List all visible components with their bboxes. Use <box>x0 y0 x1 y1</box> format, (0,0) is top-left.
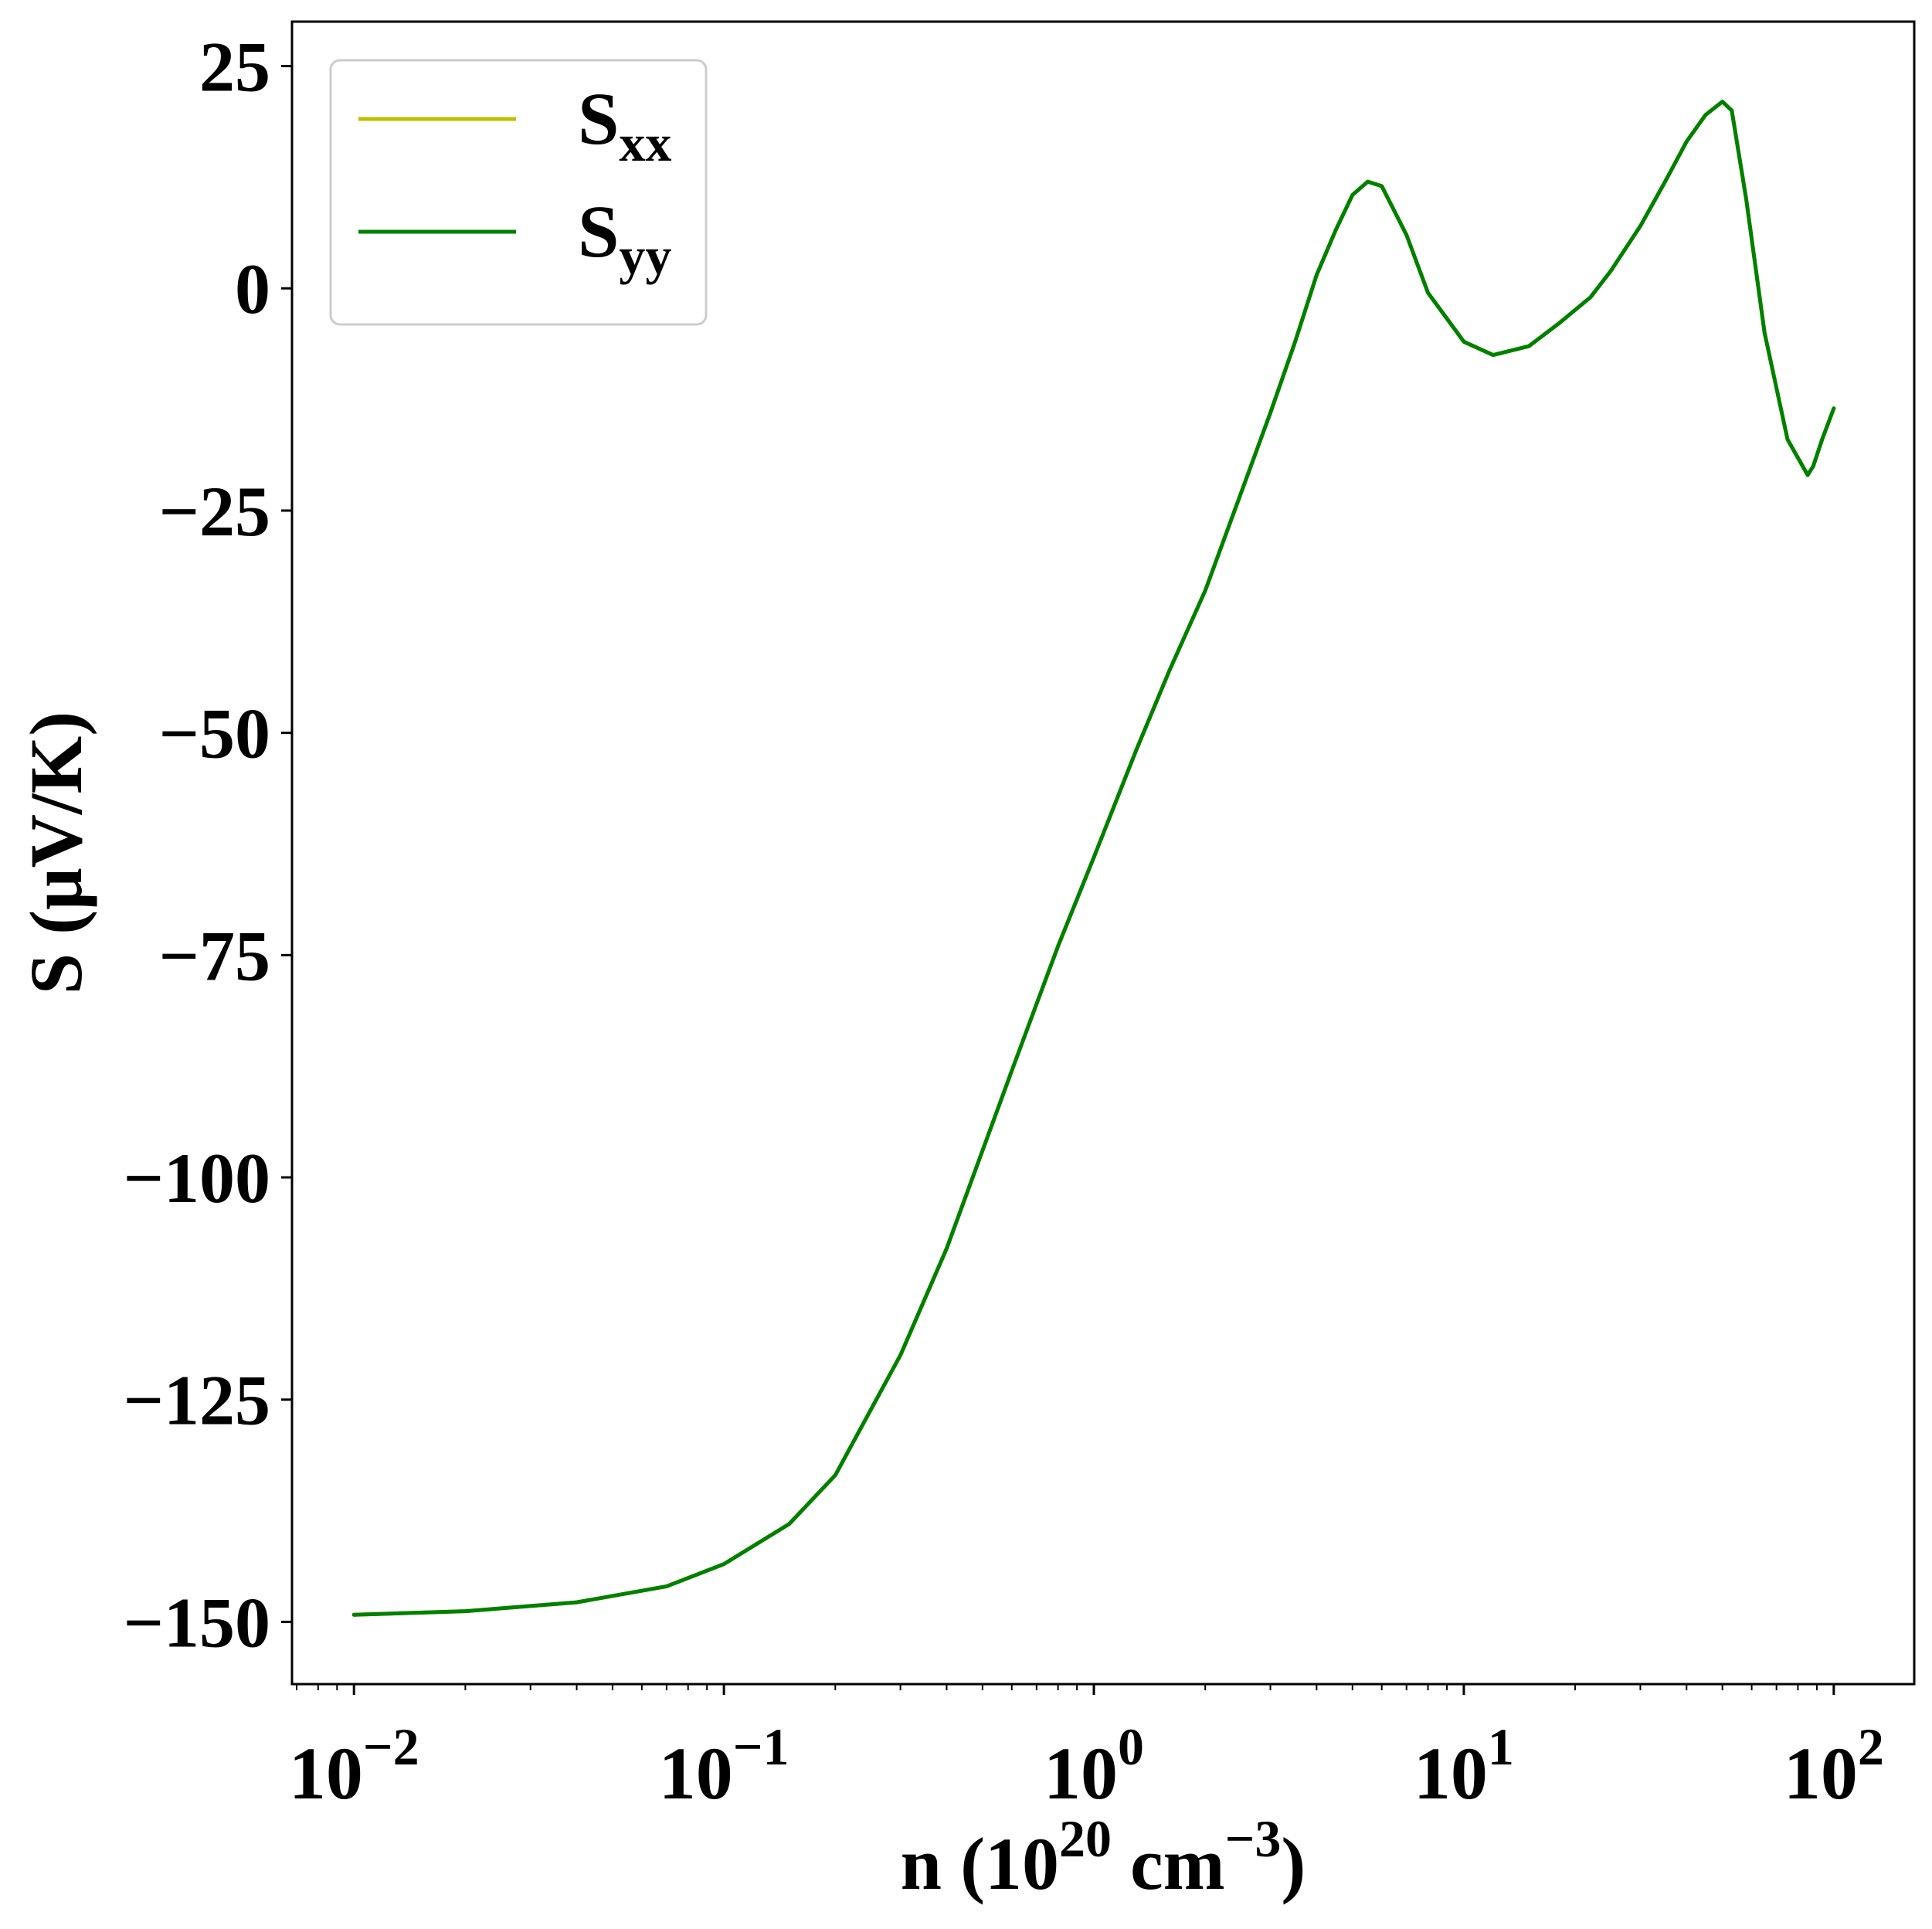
x-axis-label-sup2: −3 <box>1225 1809 1282 1868</box>
x-axis: 10−2 10−1 100 101 102 <box>289 1684 1884 1815</box>
x-axis-label-base: n (10 <box>901 1822 1059 1905</box>
series-line-syy <box>351 100 1836 1617</box>
x-tick-label: 10−2 <box>289 1717 419 1815</box>
x-tick-label-exp: 2 <box>1858 1717 1884 1776</box>
y-tick-label: 0 <box>235 250 270 328</box>
legend-label-sxx-sub: xx <box>619 114 671 172</box>
legend-label-sxx-base: S <box>578 77 619 160</box>
y-axis-label: S (μV/K) <box>15 711 97 994</box>
y-tick-label: −125 <box>124 1361 270 1440</box>
y-tick-label: −50 <box>159 695 270 773</box>
x-axis-label-mid: cm <box>1112 1822 1225 1905</box>
x-tick-label-base: 10 <box>289 1732 363 1815</box>
x-axis-label: n (1020 cm−3) <box>901 1809 1306 1905</box>
x-tick-label-base: 10 <box>1044 1732 1118 1815</box>
x-tick-label-base: 10 <box>1414 1732 1488 1815</box>
x-tick-label-exp: −2 <box>363 1717 419 1776</box>
legend-box <box>329 59 708 326</box>
plot-lines <box>351 100 1836 1617</box>
x-tick-label-base: 10 <box>659 1732 733 1815</box>
plot-frame <box>290 20 1916 1686</box>
x-tick-label-exp: −1 <box>733 1717 789 1776</box>
x-tick-label-base: 10 <box>1784 1732 1858 1815</box>
x-tick-label: 10−1 <box>659 1717 789 1815</box>
y-tick-label: −25 <box>159 472 270 551</box>
y-tick-label: 25 <box>199 28 270 107</box>
legend-label-syy: Syy <box>578 190 671 285</box>
legend-label-sxx: Sxx <box>578 77 671 172</box>
y-axis: 25 0 −25 −50 −75 −100 −125 −150 <box>124 28 292 1662</box>
x-tick-label-exp: 1 <box>1488 1717 1514 1776</box>
legend: Sxx Syy <box>329 59 708 326</box>
x-tick-label: 100 <box>1044 1717 1144 1815</box>
x-axis-label-end: ) <box>1281 1822 1306 1905</box>
y-tick-label: −150 <box>124 1583 270 1662</box>
x-axis-label-sup1: 20 <box>1059 1809 1112 1868</box>
legend-label-syy-sub: yy <box>619 226 671 285</box>
x-tick-label: 101 <box>1414 1717 1514 1815</box>
x-tick-label: 102 <box>1784 1717 1884 1815</box>
y-tick-label: −100 <box>124 1139 270 1218</box>
y-tick-label: −75 <box>159 916 270 995</box>
legend-label-syy-base: S <box>578 190 619 273</box>
x-tick-label-exp: 0 <box>1118 1717 1144 1776</box>
